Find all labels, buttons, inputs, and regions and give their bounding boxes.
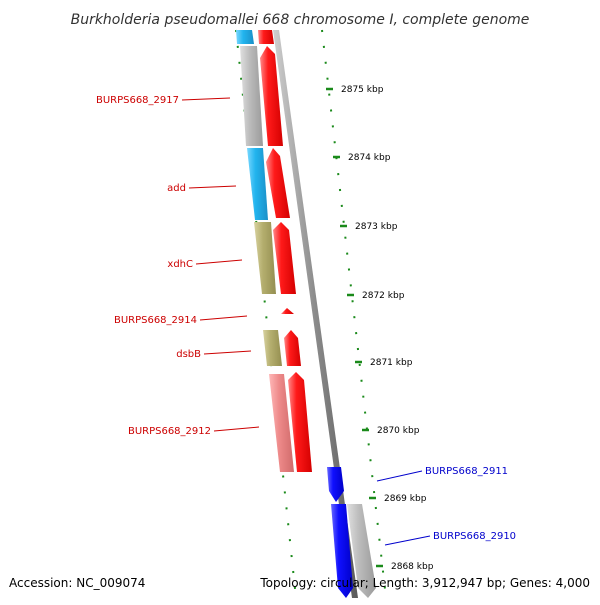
scale-label: 2870 kbp — [377, 426, 420, 436]
gene-label[interactable]: BURPS668_2914 — [114, 315, 197, 326]
cds-feature — [281, 308, 294, 314]
gene-label[interactable]: dsbB — [176, 349, 201, 360]
cog-feature — [240, 46, 263, 146]
reverse-cds-track — [327, 467, 353, 598]
gene-leader-line — [181, 97, 231, 101]
gene-leader-line — [376, 470, 423, 482]
gene-leader-line — [188, 185, 237, 189]
accession-label: Accession: NC_009074 — [9, 576, 145, 590]
cds-feature — [266, 148, 290, 218]
scale-label: 2869 kbp — [384, 494, 427, 504]
gene-leader-line — [203, 350, 252, 355]
forward-cog-track — [236, 30, 294, 472]
cog-feature — [247, 148, 268, 220]
cog-feature — [347, 504, 376, 598]
scale-label: 2873 kbp — [355, 222, 398, 232]
scale-label: 2868 kbp — [391, 562, 434, 572]
gene-leader-line — [384, 535, 431, 546]
cog-feature — [254, 222, 276, 294]
cds-feature — [331, 504, 353, 598]
gene-label[interactable]: BURPS668_2912 — [128, 426, 211, 437]
cds-feature — [258, 30, 274, 44]
scale-label: 2871 kbp — [370, 358, 413, 368]
cog-feature — [236, 30, 254, 44]
cds-feature — [284, 330, 301, 366]
gene-leader-line — [195, 259, 243, 265]
cds-feature — [288, 372, 312, 472]
map-title: Burkholderia pseudomallei 668 chromosome… — [71, 12, 530, 28]
cog-feature — [263, 330, 282, 366]
genome-summary: Topology: circular; Length: 3,912,947 bp… — [259, 576, 590, 590]
reverse-cog-track — [347, 504, 376, 598]
scale-label: 2872 kbp — [362, 291, 405, 301]
gene-label[interactable]: BURPS668_2911 — [425, 466, 508, 477]
forward-cds-track — [258, 30, 312, 472]
scale-label: 2874 kbp — [348, 153, 391, 163]
position-scale: 2875 kbp 2874 kbp 2873 kbp 2872 kbp 2871 kbp… — [326, 85, 434, 572]
scale-label: 2875 kbp — [341, 85, 384, 95]
cog-feature — [269, 374, 294, 472]
gene-label[interactable]: add — [167, 183, 186, 194]
cds-feature — [260, 46, 283, 146]
gene-label[interactable]: BURPS668_2910 — [433, 531, 516, 542]
gene-leader-line — [199, 315, 248, 321]
cds-feature — [327, 467, 344, 502]
gene-label[interactable]: BURPS668_2917 — [96, 95, 179, 106]
chromosome-backbone — [273, 30, 358, 598]
cds-feature — [273, 222, 296, 294]
gene-leader-line — [213, 426, 260, 432]
gene-label[interactable]: xdhC — [167, 259, 193, 270]
